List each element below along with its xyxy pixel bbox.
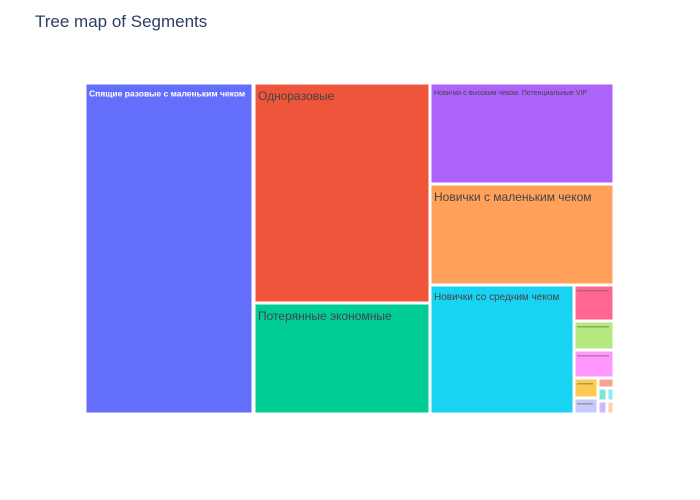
treemap-tile-label: Потерянные экономные	[258, 309, 392, 323]
treemap-tile[interactable]	[575, 379, 597, 397]
treemap-tile-label-mark	[577, 355, 609, 357]
treemap-tile-label: Новички со средним чеком	[434, 292, 559, 303]
treemap-tile[interactable]	[599, 402, 606, 413]
treemap-tile[interactable]	[599, 379, 613, 387]
treemap-tile-label-mark	[577, 326, 609, 328]
treemap-tile-label: Спящие разовые с маленьким чеком	[89, 89, 245, 99]
treemap-tile[interactable]	[431, 185, 613, 284]
treemap-tile-label-mark	[577, 290, 609, 292]
treemap-tile[interactable]	[608, 402, 613, 413]
treemap-tile-label: Одноразовые	[258, 89, 335, 103]
treemap-tile-label-mark	[577, 403, 593, 405]
treemap-tile[interactable]	[599, 389, 606, 400]
treemap-tile-label: Новички с маленьким чеком	[434, 190, 592, 204]
treemap-tile[interactable]	[255, 84, 429, 302]
treemap-tile[interactable]	[608, 389, 613, 400]
treemap-tile[interactable]	[575, 286, 613, 320]
treemap-tile[interactable]	[86, 84, 252, 413]
treemap-tile[interactable]	[255, 304, 429, 413]
treemap-tile[interactable]	[431, 286, 573, 413]
treemap-tile[interactable]	[431, 84, 613, 183]
treemap-tile-label-mark	[577, 383, 593, 385]
treemap-tile[interactable]	[575, 399, 597, 413]
chart-title: Tree map of Segments	[35, 12, 208, 31]
treemap-tile-label: Новички с высоким чеком. Потенциальные V…	[434, 90, 587, 97]
